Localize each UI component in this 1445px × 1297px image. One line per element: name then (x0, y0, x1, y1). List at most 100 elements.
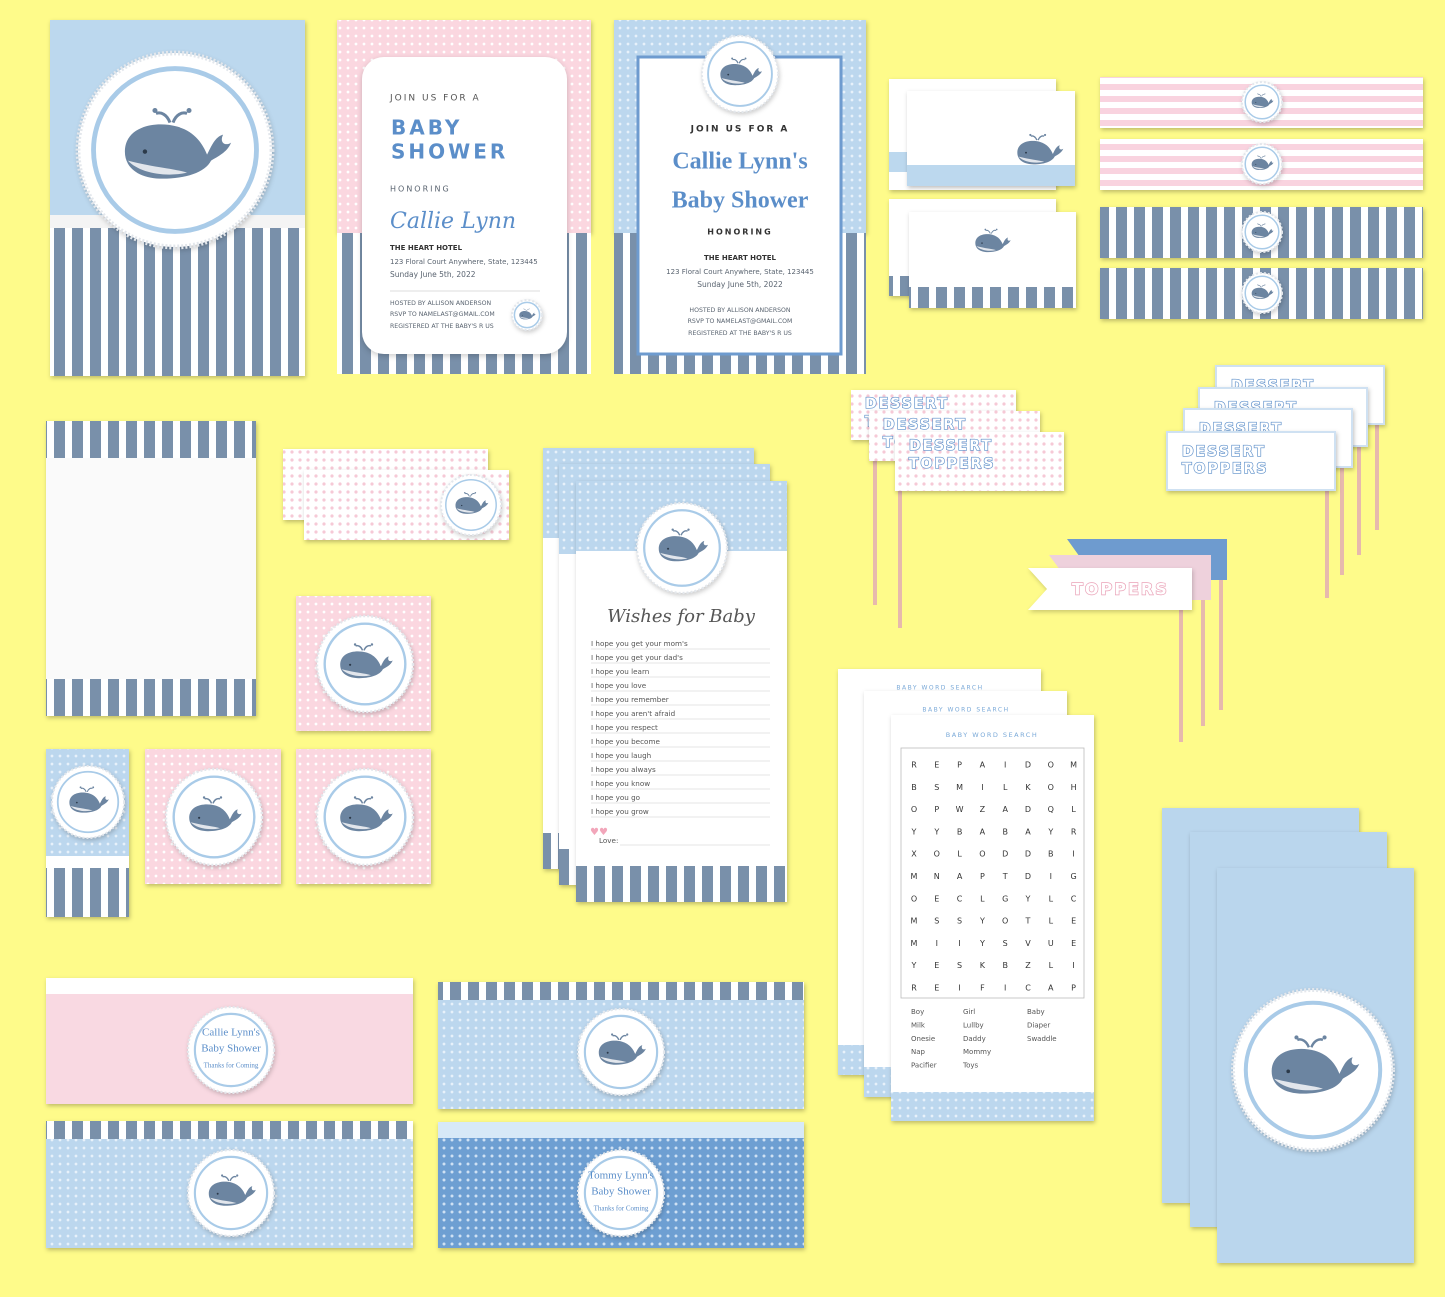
grid-letter: W (956, 805, 964, 814)
badge-ring (193, 1012, 269, 1088)
label-band (46, 978, 413, 994)
grid-letter: O (1048, 783, 1054, 792)
label-band (438, 1122, 804, 1138)
grid-letter: E (934, 894, 939, 903)
grid-letter: O (1048, 761, 1054, 770)
grid-letter: L (1003, 783, 1008, 792)
wish-prompt: I hope you become (591, 737, 660, 746)
grid-letter: Q (1048, 805, 1054, 814)
topper-text: TOPPERS (909, 456, 995, 472)
wish-prompt: I hope you know (591, 779, 650, 788)
grid-letter: I (936, 939, 938, 948)
grid-letter: K (980, 961, 986, 970)
word-item: Pacifier (911, 1062, 937, 1070)
label: BABY WORD SEARCH (896, 685, 983, 692)
label: Sunday June 5th, 2022 (697, 280, 783, 289)
grid-letter: D (1025, 850, 1031, 859)
grid-letter: O (911, 805, 917, 814)
grid-letter: B (911, 783, 917, 792)
grid-letter: I (958, 939, 960, 948)
grid-letter: O (979, 850, 985, 859)
grid-letter: A (1048, 984, 1054, 993)
word-item: Nap (911, 1048, 926, 1056)
grid-letter: E (1071, 917, 1076, 926)
grid-letter: K (1025, 783, 1031, 792)
grid-letter: Z (980, 805, 986, 814)
grid-letter: L (1049, 917, 1054, 926)
label: RSVP TO NAMELAST@GMAIL.COM (390, 310, 495, 318)
grid-letter: I (981, 783, 983, 792)
poster-stripes (50, 228, 305, 376)
wish-prompt: I hope you laugh (591, 751, 651, 760)
grid-letter: A (980, 761, 986, 770)
grid-letter: X (911, 850, 917, 859)
grid-letter: M (1070, 761, 1077, 770)
grid-letter: H (1071, 783, 1077, 792)
grid-letter: C (1071, 894, 1077, 903)
label: JOIN US FOR A (690, 125, 790, 135)
grid-letter: D (1002, 850, 1008, 859)
word-item: Daddy (963, 1035, 986, 1043)
grid-letter: G (1070, 872, 1076, 881)
dessert-topper (1166, 431, 1336, 491)
wish-prompt: I hope you get your dad's (591, 653, 683, 662)
label: HOSTED BY ALLISON ANDERSON (689, 307, 791, 314)
topper-text: DESSERT (1182, 444, 1266, 460)
word-item: Toys (962, 1062, 979, 1070)
grid-letter: F (980, 984, 985, 993)
label-stripes (46, 1121, 413, 1139)
grid-letter: G (1002, 894, 1008, 903)
napkin-stripes (46, 679, 256, 716)
wishes-title: Wishes for Baby (607, 606, 756, 627)
grid-letter: E (934, 761, 939, 770)
topper-text: DESSERT (883, 417, 967, 433)
napkin (46, 421, 256, 716)
grid-letter: L (1071, 805, 1076, 814)
grid-letter: E (1071, 939, 1076, 948)
flag-topper (1028, 568, 1192, 610)
label-text: Baby Shower (201, 1043, 261, 1055)
grid-letter: M (911, 939, 918, 948)
grid-letter: P (980, 872, 985, 881)
word-item: Boy (911, 1008, 924, 1016)
word-item: Swaddle (1027, 1035, 1057, 1043)
label-text: Callie Lynn's (202, 1027, 260, 1039)
label: THE HEART HOTEL (704, 254, 777, 262)
tent-stripes (909, 287, 1076, 308)
label: JOIN US FOR A (389, 94, 481, 104)
wish-prompt: I hope you go (591, 793, 640, 802)
grid-letter: B (1048, 850, 1054, 859)
label-text: Thanks for Coming (594, 1205, 649, 1213)
topper-stick (1375, 400, 1379, 530)
wish-prompt: I hope you grow (591, 807, 649, 816)
topper-stick (898, 450, 902, 628)
grid-letter: P (957, 761, 962, 770)
grid-letter: R (911, 984, 917, 993)
grid-letter: L (980, 894, 985, 903)
grid-letter: T (1002, 872, 1008, 881)
topper-stick (1357, 420, 1361, 555)
label-text: Tommy Lynn's (588, 1170, 654, 1182)
wish-prompt: I hope you love (591, 681, 647, 690)
grid-letter: E (934, 984, 939, 993)
grid-letter: Y (911, 827, 917, 836)
grid-letter: L (1049, 894, 1054, 903)
topper-stick (1201, 580, 1205, 726)
grid-letter: V (1025, 939, 1031, 948)
label: HOSTED BY ALLISON ANDERSON (390, 300, 492, 307)
label: THE HEART HOTEL (390, 244, 463, 252)
grid-letter: C (1025, 984, 1031, 993)
label: HONORING (390, 185, 451, 194)
invitation-card (362, 57, 567, 354)
grid-letter: Y (1047, 827, 1053, 836)
grid-letter: Y (979, 917, 985, 926)
grid-letter: A (1025, 827, 1031, 836)
grid-letter: L (1049, 961, 1054, 970)
wish-prompt: I hope you aren't afraid (591, 709, 675, 718)
label: Callie Lynn (390, 209, 516, 234)
grid-letter: M (956, 783, 963, 792)
grid-letter: M (911, 872, 918, 881)
grid-letter: E (934, 961, 939, 970)
grid-letter: I (958, 984, 960, 993)
label: 123 Floral Court Anywhere, State, 123445 (666, 268, 814, 276)
